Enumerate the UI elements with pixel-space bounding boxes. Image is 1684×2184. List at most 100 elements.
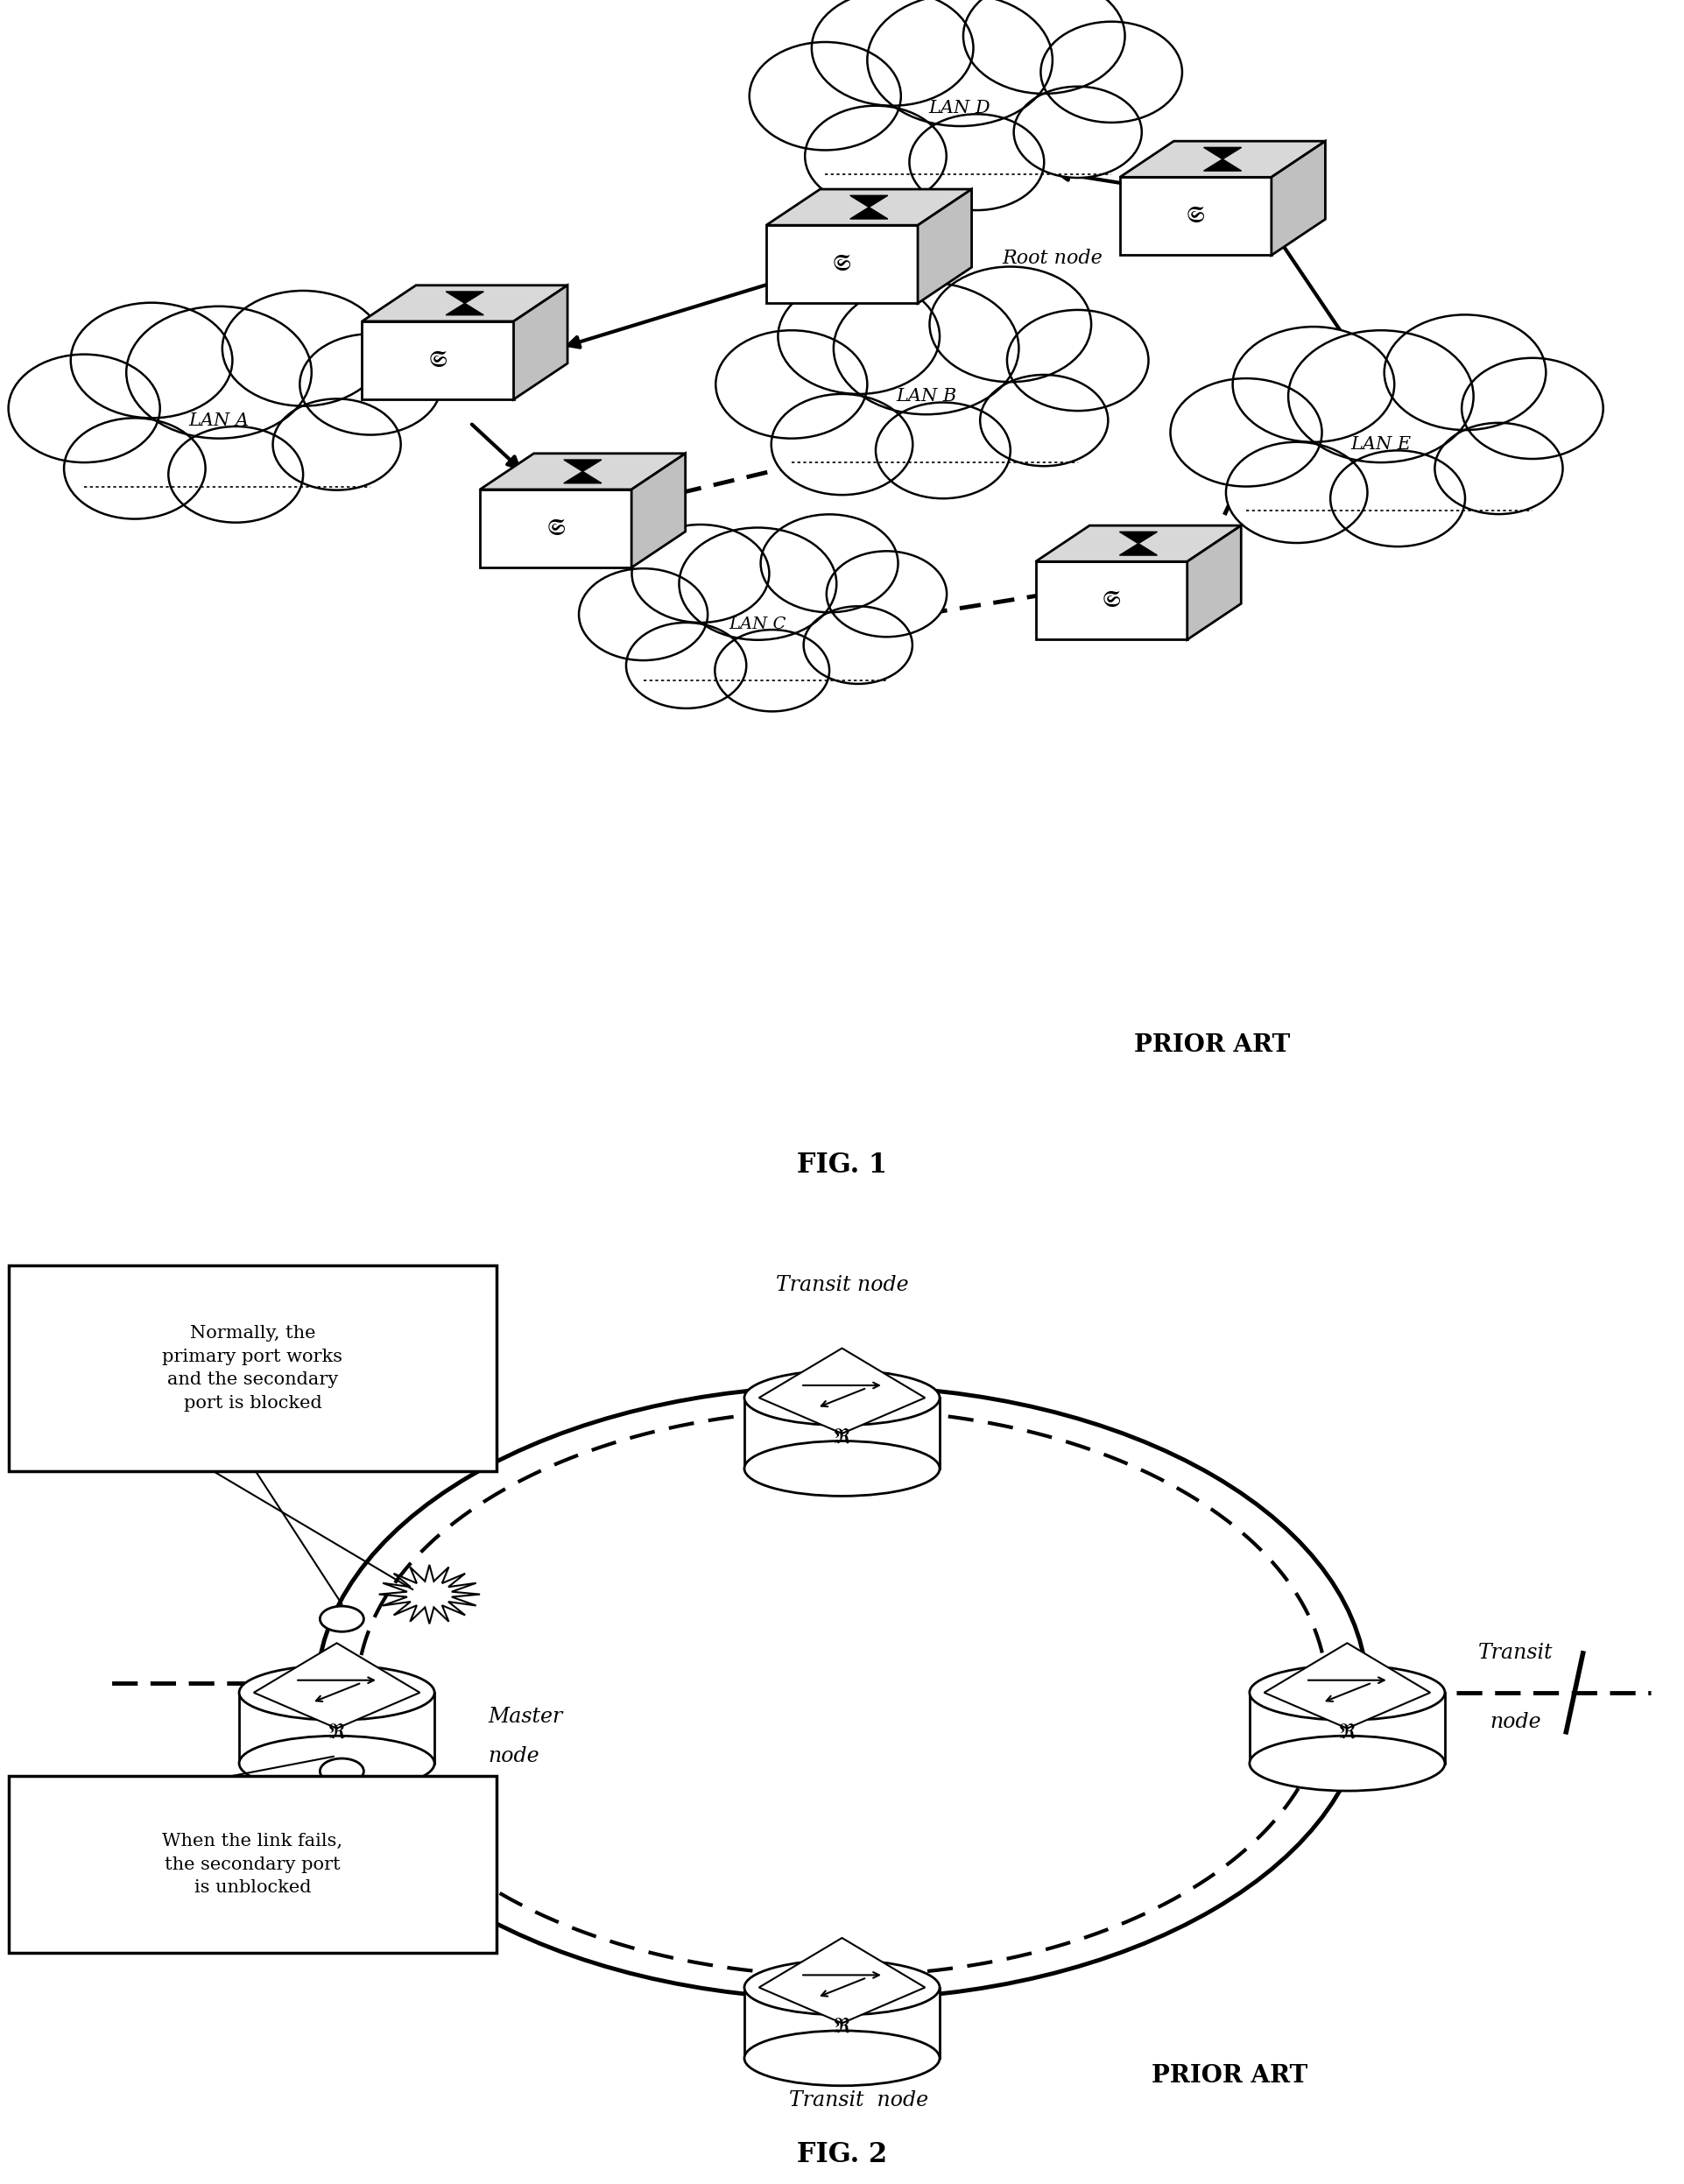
Polygon shape <box>744 1987 940 2057</box>
Circle shape <box>626 622 746 708</box>
Text: $\mathfrak{S}$: $\mathfrak{S}$ <box>1186 205 1206 227</box>
Polygon shape <box>239 1693 434 1762</box>
Polygon shape <box>766 190 972 225</box>
Circle shape <box>1014 87 1142 177</box>
Ellipse shape <box>744 1959 940 2016</box>
Circle shape <box>64 417 205 520</box>
Circle shape <box>812 0 973 105</box>
Text: $\mathfrak{R}$: $\mathfrak{R}$ <box>327 1721 347 1743</box>
Text: When the link fails,
the secondary port
is unblocked: When the link fails, the secondary port … <box>162 1832 344 1896</box>
Ellipse shape <box>744 1441 940 1496</box>
Polygon shape <box>480 454 685 489</box>
Circle shape <box>222 290 384 406</box>
Polygon shape <box>1036 526 1241 561</box>
Text: node: node <box>1490 1712 1541 1732</box>
Polygon shape <box>254 1642 419 1728</box>
Polygon shape <box>446 304 483 314</box>
Circle shape <box>1226 441 1367 544</box>
Circle shape <box>679 529 837 640</box>
Polygon shape <box>744 1398 940 1468</box>
Circle shape <box>778 280 940 393</box>
Ellipse shape <box>744 2031 940 2086</box>
Circle shape <box>1462 358 1603 459</box>
Polygon shape <box>1271 142 1325 256</box>
Polygon shape <box>362 286 568 321</box>
Circle shape <box>909 114 1044 210</box>
Polygon shape <box>1036 561 1187 640</box>
Circle shape <box>876 402 1010 498</box>
Polygon shape <box>1120 533 1157 544</box>
Polygon shape <box>1204 159 1241 170</box>
Text: FIG. 2: FIG. 2 <box>797 2140 887 2169</box>
Polygon shape <box>1187 526 1241 640</box>
Ellipse shape <box>744 1369 940 1426</box>
Text: PRIOR ART: PRIOR ART <box>1152 2064 1307 2088</box>
Circle shape <box>1435 424 1563 513</box>
FancyBboxPatch shape <box>8 1776 497 1952</box>
Circle shape <box>834 282 1019 415</box>
Text: node: node <box>488 1747 539 1767</box>
Polygon shape <box>564 461 601 472</box>
Text: LAN C: LAN C <box>729 616 786 633</box>
Text: Normally, the
primary port works
and the secondary
port is blocked: Normally, the primary port works and the… <box>162 1326 344 1411</box>
Circle shape <box>1041 22 1182 122</box>
Circle shape <box>716 330 867 439</box>
Circle shape <box>1170 378 1322 487</box>
Polygon shape <box>362 321 514 400</box>
Polygon shape <box>1204 149 1241 159</box>
Ellipse shape <box>1250 1664 1445 1721</box>
Circle shape <box>716 629 830 712</box>
Circle shape <box>632 524 770 622</box>
Circle shape <box>8 354 160 463</box>
Circle shape <box>579 568 707 660</box>
Polygon shape <box>564 472 601 483</box>
Circle shape <box>300 334 441 435</box>
Circle shape <box>273 400 401 489</box>
Circle shape <box>803 607 913 684</box>
Polygon shape <box>1120 177 1271 256</box>
Circle shape <box>126 306 312 439</box>
Polygon shape <box>1250 1693 1445 1762</box>
Circle shape <box>827 550 946 638</box>
Polygon shape <box>918 190 972 304</box>
Polygon shape <box>480 489 632 568</box>
FancyBboxPatch shape <box>8 1265 497 1472</box>
Text: Master: Master <box>488 1708 562 1728</box>
Text: LAN B: LAN B <box>896 389 957 404</box>
Circle shape <box>1330 450 1465 546</box>
Polygon shape <box>759 1348 925 1433</box>
Ellipse shape <box>239 1736 434 1791</box>
Text: Transit  node: Transit node <box>790 2090 928 2110</box>
Polygon shape <box>446 293 483 304</box>
Circle shape <box>168 426 303 522</box>
Circle shape <box>980 376 1108 465</box>
Circle shape <box>771 393 913 496</box>
Circle shape <box>1007 310 1148 411</box>
Text: $\mathfrak{S}$: $\mathfrak{S}$ <box>832 253 852 275</box>
Circle shape <box>1233 328 1394 441</box>
Circle shape <box>867 0 1052 127</box>
Text: $\mathfrak{R}$: $\mathfrak{R}$ <box>1337 1721 1357 1743</box>
Text: Root node: Root node <box>1002 249 1103 269</box>
Circle shape <box>1384 314 1546 430</box>
Text: LAN A: LAN A <box>189 413 249 428</box>
Text: PRIOR ART: PRIOR ART <box>1135 1033 1290 1057</box>
Ellipse shape <box>1250 1736 1445 1791</box>
Text: FIG. 1: FIG. 1 <box>797 1151 887 1179</box>
Circle shape <box>805 105 946 207</box>
Polygon shape <box>1265 1642 1430 1728</box>
Text: $\mathfrak{S}$: $\mathfrak{S}$ <box>1101 590 1122 612</box>
Polygon shape <box>1120 544 1157 555</box>
Circle shape <box>930 266 1091 382</box>
Circle shape <box>71 304 232 417</box>
Text: LAN E: LAN E <box>1351 437 1411 452</box>
Text: $\mathfrak{S}$: $\mathfrak{S}$ <box>428 349 448 371</box>
Ellipse shape <box>239 1664 434 1721</box>
Text: $\mathfrak{R}$: $\mathfrak{R}$ <box>832 2016 852 2038</box>
Circle shape <box>963 0 1125 94</box>
Circle shape <box>320 1758 364 1784</box>
Text: LAN D: LAN D <box>930 100 990 116</box>
Polygon shape <box>850 207 887 218</box>
Text: $\mathfrak{S}$: $\mathfrak{S}$ <box>546 518 566 539</box>
Polygon shape <box>379 1564 480 1625</box>
